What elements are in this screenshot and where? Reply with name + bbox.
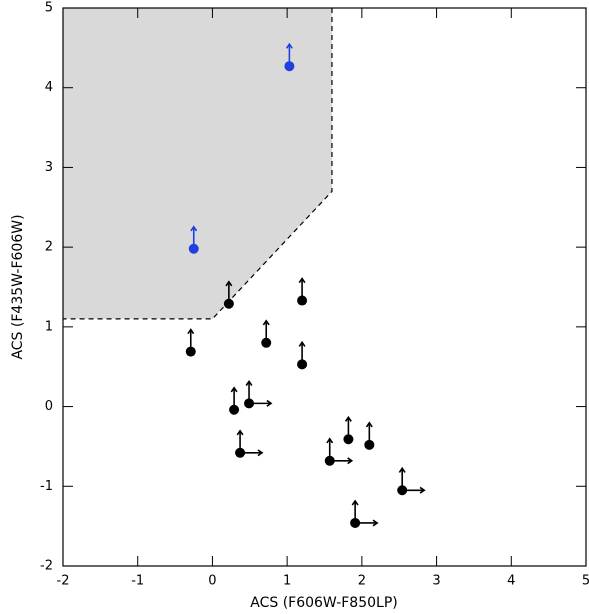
y-tick-label: 4	[45, 80, 53, 95]
point	[297, 295, 308, 306]
arrow-head	[298, 340, 306, 347]
arrow-head	[266, 399, 273, 407]
point	[324, 455, 335, 466]
limit-arrow	[187, 328, 195, 348]
arrow-head	[225, 280, 233, 287]
arrow-head	[419, 486, 426, 494]
arrow-head	[351, 499, 359, 506]
arrow-head	[190, 225, 198, 232]
point	[185, 346, 196, 357]
x-tick-label: 1	[283, 574, 291, 589]
arrow-head	[230, 386, 238, 393]
point	[297, 359, 308, 370]
limit-arrow	[365, 421, 373, 441]
arrow-head	[344, 415, 352, 422]
x-tick-label: 0	[208, 574, 216, 589]
limit-arrow	[344, 415, 352, 436]
x-tick-label: 2	[358, 574, 366, 589]
arrow-head	[347, 457, 354, 465]
arrow-head	[365, 421, 373, 428]
arrow-head	[245, 379, 253, 386]
limit-arrow	[225, 280, 233, 300]
y-tick-label: -2	[40, 559, 53, 574]
limit-arrow	[190, 225, 198, 245]
x-tick-label: -1	[131, 574, 144, 589]
point	[223, 298, 234, 309]
point	[350, 517, 361, 528]
y-axis-title: ACS (F435W-F606W)	[10, 214, 26, 359]
x-axis-title: ACS (F606W-F850LP)	[250, 595, 398, 611]
x-tick-label: -2	[57, 574, 70, 589]
limit-arrow	[359, 519, 379, 527]
limit-arrow	[253, 399, 273, 407]
arrow-head	[298, 277, 306, 284]
point	[261, 337, 272, 348]
arrow-head	[187, 328, 195, 335]
limit-arrow	[351, 499, 359, 519]
arrow-head	[326, 437, 334, 444]
limit-arrow	[326, 437, 334, 457]
x-tick-label: 3	[432, 574, 440, 589]
limit-arrow	[333, 457, 354, 465]
arrow-head	[262, 319, 270, 326]
limit-arrow	[285, 42, 293, 63]
limit-arrow	[230, 386, 238, 406]
point	[229, 404, 240, 415]
region-boundary	[63, 8, 333, 320]
limit-arrow	[236, 429, 244, 449]
y-tick-label: -1	[40, 479, 53, 494]
plot-frame	[62, 7, 587, 567]
limit-arrow	[244, 449, 264, 457]
limit-arrow	[398, 466, 406, 487]
limit-arrow	[406, 486, 426, 494]
point	[244, 398, 255, 409]
arrow-head	[372, 519, 379, 527]
point	[284, 61, 295, 72]
point	[397, 485, 408, 496]
point	[343, 434, 354, 445]
arrow-head	[236, 429, 244, 436]
x-tick-label: 5	[582, 574, 589, 589]
y-tick-label: 5	[45, 1, 53, 16]
point	[235, 447, 246, 458]
arrow-head	[285, 42, 293, 49]
y-tick-label: 3	[45, 160, 53, 175]
limit-arrow	[262, 319, 270, 339]
limit-arrow	[245, 379, 253, 400]
limit-arrow	[298, 277, 306, 297]
limit-arrow	[298, 340, 306, 361]
y-tick-label: 1	[45, 319, 53, 334]
point	[188, 243, 199, 254]
x-tick-label: 4	[507, 574, 515, 589]
shaded-region	[63, 8, 332, 319]
y-tick-label: 0	[45, 399, 53, 414]
arrow-head	[398, 466, 406, 473]
point	[364, 439, 375, 450]
y-tick-label: 2	[45, 240, 53, 255]
arrow-head	[257, 449, 264, 457]
